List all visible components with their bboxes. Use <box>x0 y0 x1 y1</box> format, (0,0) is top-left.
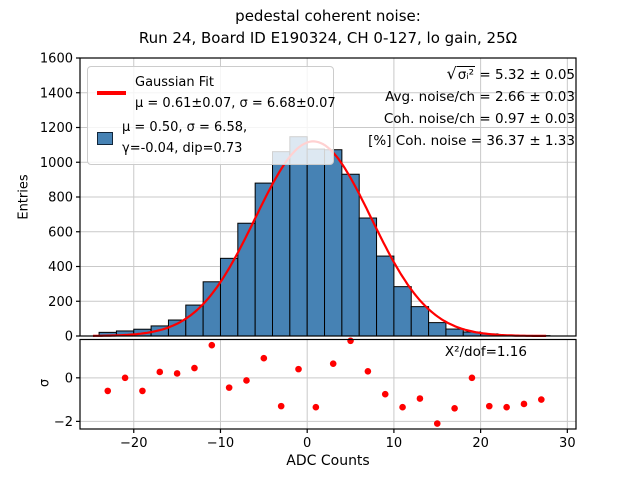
residual-panel-border <box>79 338 577 430</box>
legend-hist-params-line1: μ = 0.50, σ = 6.58, <box>122 120 248 135</box>
tick-label: 0 <box>65 371 73 386</box>
stat-avg-noise: Avg. noise/ch = 2.66 ± 0.03 <box>385 89 575 105</box>
histogram-bar <box>324 149 343 337</box>
legend-fit-params: μ = 0.61±0.07, σ = 6.68±0.07 <box>135 96 336 111</box>
legend-hist-params-line2: γ=-0.04, dip=0.73 <box>122 141 243 156</box>
legend-fit-line-swatch <box>97 91 126 95</box>
stat-coh-noise-pct: [%] Coh. noise = 36.37 ± 1.33 <box>368 133 575 149</box>
tick-label: 0 <box>65 330 73 345</box>
tick-labels: 0 200 400 600 800 1000 1200 1400 1600 0 −2 −20 −10 0 1… <box>40 52 576 452</box>
tick-label: 0 <box>303 436 311 451</box>
residual-point <box>347 337 354 345</box>
tick-label: 200 <box>48 295 73 310</box>
tick-label: −20 <box>120 436 147 451</box>
histogram-bar <box>167 319 187 337</box>
histogram-bar <box>393 286 412 337</box>
residual-point <box>139 387 146 395</box>
histogram-bar <box>428 322 447 337</box>
histogram-bar <box>289 136 308 337</box>
residual-point <box>312 403 320 411</box>
chart-title-line2: Run 24, Board ID E190324, CH 0-127, lo g… <box>138 29 518 47</box>
residual-point <box>381 390 389 398</box>
residual-point <box>208 341 216 349</box>
residual-point <box>173 370 181 377</box>
chi2-annotation: Χ²/dof=1.16 <box>444 344 527 360</box>
histogram-bar <box>376 255 395 337</box>
residual-point <box>364 367 372 375</box>
tick-label: 20 <box>472 436 489 451</box>
residual-y-axis-label: σ <box>37 378 53 388</box>
legend-entry-gaussian-fit: Gaussian Fit μ = 0.61±0.07, σ = 6.68±0.0… <box>97 72 336 114</box>
tick-label: 1400 <box>40 86 73 101</box>
residual-point <box>225 384 233 391</box>
tick-label: 1600 <box>40 52 73 67</box>
residual-point <box>156 368 164 376</box>
residual-panel <box>79 337 577 430</box>
residual-points <box>104 337 545 427</box>
tick-label: −10 <box>207 436 234 451</box>
tick-label: 800 <box>48 191 73 206</box>
residual-point <box>520 400 528 408</box>
tick-label: 1200 <box>40 121 73 136</box>
residual-grid <box>80 339 576 429</box>
tick-label: −2 <box>54 415 73 430</box>
x-axis-label: ADC Counts <box>286 453 370 469</box>
stats-annotations: √σᵢ² = 5.32 ± 0.05 Avg. noise/ch = 2.66 … <box>368 63 575 152</box>
sqrt-symbol: √ <box>446 64 457 83</box>
histogram-bars <box>98 136 551 337</box>
residual-point <box>329 360 337 367</box>
residual-point <box>191 364 198 372</box>
legend-entry-histogram: μ = 0.50, σ = 6.58, γ=-0.04, dip=0.73 <box>97 117 325 159</box>
sqrt-expression: σᵢ² <box>456 66 476 83</box>
legend-fit-label: Gaussian Fit <box>135 75 215 90</box>
residual-point <box>538 396 545 403</box>
histogram-bar <box>202 281 221 337</box>
residual-point <box>485 402 493 410</box>
stat-sqrt-sigma: √σᵢ² = 5.32 ± 0.05 <box>368 63 575 86</box>
tick-label: 400 <box>48 260 73 275</box>
histogram-bar <box>445 328 464 337</box>
histogram-bar <box>341 173 360 337</box>
residual-point <box>121 374 129 382</box>
tick-label: 600 <box>48 225 73 240</box>
chart-title: pedestal coherent noise: Run 24, Board I… <box>80 5 576 49</box>
sqrt-value: = 5.32 ± 0.05 <box>475 67 575 83</box>
chart-title-line1: pedestal coherent noise: <box>235 7 421 25</box>
histogram-bar <box>254 182 274 337</box>
tick-label: 10 <box>386 436 403 451</box>
residual-point <box>277 402 285 410</box>
histogram-bar <box>410 306 430 337</box>
residual-point <box>416 395 424 402</box>
histogram-bar <box>358 217 378 337</box>
tick-label: 1000 <box>40 156 73 171</box>
histogram-bar <box>237 222 256 337</box>
residual-point <box>260 354 268 362</box>
tick-label: 30 <box>559 436 576 451</box>
residual-point <box>104 387 112 395</box>
residual-point <box>243 377 250 384</box>
residual-point <box>433 420 441 427</box>
histogram-bar <box>185 304 204 337</box>
histogram-bar <box>306 148 326 337</box>
legend-box: Gaussian Fit μ = 0.61±0.07, σ = 6.68±0.0… <box>87 66 336 165</box>
legend-histogram-swatch <box>97 131 113 145</box>
residual-point <box>468 374 476 382</box>
y-axis-label: Entries <box>16 174 32 220</box>
stat-coh-noise: Coh. noise/ch = 0.97 ± 0.03 <box>383 111 575 127</box>
residual-point <box>399 403 406 411</box>
residual-point <box>295 365 302 373</box>
residual-point <box>451 405 458 412</box>
residual-point <box>503 403 510 411</box>
